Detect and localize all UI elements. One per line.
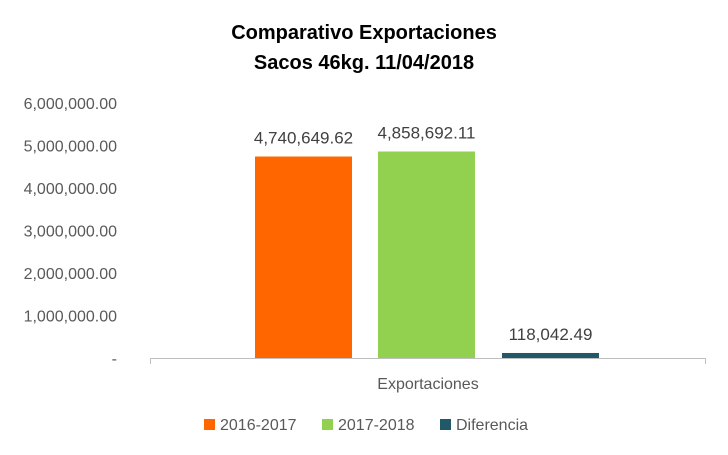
- chart-title-line-2: Sacos 46kg. 11/04/2018: [254, 52, 474, 74]
- bar-2017-2018: [378, 151, 475, 358]
- chart-title: Comparativo Exportaciones Sacos 46kg. 11/…: [231, 22, 497, 74]
- legend-label: 2017-2018: [338, 417, 415, 434]
- data-label: 4,858,692.11: [378, 124, 476, 143]
- y-tick-label: 4,000,000.00: [24, 181, 118, 198]
- bar-diferencia: [502, 352, 599, 358]
- y-tick-label: -: [112, 351, 117, 368]
- y-axis: - 1,000,000.00 2,000,000.00 3,000,000.00 4,0…: [24, 96, 118, 368]
- bars: [255, 151, 599, 358]
- y-tick-label: 1,000,000.00: [24, 309, 118, 326]
- y-tick-label: 2,000,000.00: [24, 266, 118, 283]
- y-tick-label: 6,000,000.00: [24, 96, 118, 113]
- chart-title-line-1: Comparativo Exportaciones: [231, 22, 497, 44]
- legend-item-2017-2018: 2017-2018: [322, 417, 415, 434]
- bar-2016-2017: [255, 156, 352, 358]
- data-label: 4,740,649.62: [254, 129, 353, 148]
- legend-swatch: [440, 419, 451, 430]
- data-label: 118,042.49: [509, 325, 593, 344]
- x-category-label: Exportaciones: [377, 376, 478, 393]
- data-labels: 4,740,649.62 4,858,692.11 118,042.49: [254, 124, 593, 344]
- legend-swatch: [204, 419, 215, 430]
- legend-item-diferencia: Diferencia: [440, 417, 528, 434]
- legend-swatch: [322, 419, 333, 430]
- x-axis: Exportaciones: [150, 358, 706, 393]
- legend-label: 2016-2017: [220, 417, 297, 434]
- legend-label: Diferencia: [456, 417, 528, 434]
- y-tick-label: 3,000,000.00: [24, 224, 118, 241]
- legend-item-2016-2017: 2016-2017: [204, 417, 297, 434]
- y-tick-label: 5,000,000.00: [24, 139, 118, 156]
- legend: 2016-2017 2017-2018 Diferencia: [204, 417, 528, 434]
